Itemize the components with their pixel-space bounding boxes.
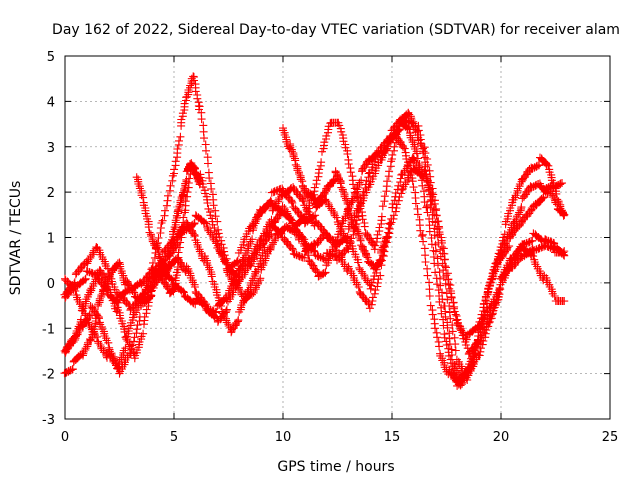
x-tick-label: 10 xyxy=(275,430,292,445)
series-track-6 xyxy=(60,164,569,359)
x-tick-label: 5 xyxy=(170,430,178,445)
y-tick-label: 0 xyxy=(47,277,55,292)
y-tick-label: 3 xyxy=(47,141,55,156)
x-tick-label: 0 xyxy=(61,430,69,445)
data-point-markers xyxy=(279,124,392,273)
series-track-3 xyxy=(61,72,569,378)
series-track-8 xyxy=(279,124,392,273)
data-point-markers xyxy=(61,72,569,378)
series-track-2 xyxy=(60,130,567,390)
y-tick-label: -2 xyxy=(42,368,55,383)
y-tick-label: 1 xyxy=(47,232,55,247)
y-tick-label: 2 xyxy=(47,186,55,201)
chart-title: Day 162 of 2022, Sidereal Day-to-day VTE… xyxy=(52,22,620,38)
y-axis-label: SDTVAR / TECUs xyxy=(8,181,24,296)
series-track-7 xyxy=(132,159,205,281)
data-point-markers xyxy=(132,159,205,281)
y-tick-label: 5 xyxy=(47,50,55,65)
data-points xyxy=(60,72,569,390)
y-tick-label: -3 xyxy=(42,413,55,428)
y-tick-label: -1 xyxy=(42,322,55,337)
x-axis-label: GPS time / hours xyxy=(277,459,394,475)
y-tick-labels: -3 -2 -1 0 1 2 3 4 5 xyxy=(42,50,55,428)
x-tick-labels: 0 5 10 15 20 25 xyxy=(61,430,618,445)
x-tick-label: 25 xyxy=(602,430,619,445)
data-point-markers xyxy=(60,164,569,359)
x-tick-label: 20 xyxy=(493,430,510,445)
y-tick-label: 4 xyxy=(47,95,55,110)
x-tick-label: 15 xyxy=(384,430,401,445)
data-point-markers xyxy=(60,130,567,390)
